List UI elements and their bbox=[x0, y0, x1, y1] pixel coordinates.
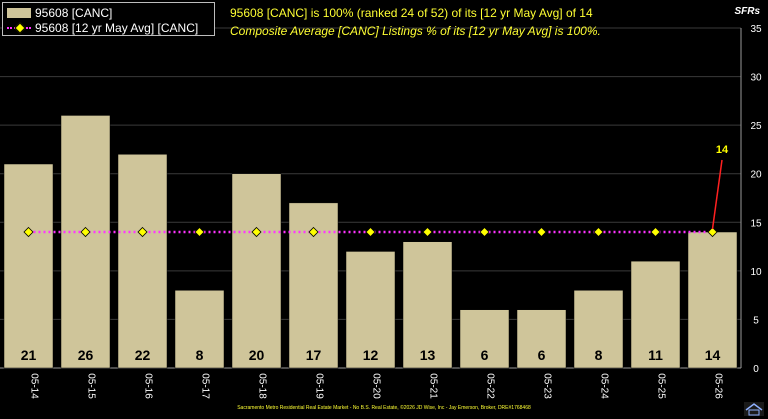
y-tick-label: 10 bbox=[750, 267, 762, 278]
bar-value-label: 17 bbox=[306, 347, 322, 363]
x-tick-label: 05-16 bbox=[143, 373, 154, 399]
legend-bar-swatch bbox=[7, 7, 31, 18]
bar-value-label: 11 bbox=[648, 347, 663, 363]
bar-value-label: 12 bbox=[363, 347, 379, 363]
x-tick-label: 05-24 bbox=[599, 373, 610, 399]
average-line bbox=[23, 226, 718, 238]
y-tick-labels: 0 5 10 15 20 25 30 35 bbox=[750, 24, 762, 375]
bar bbox=[516, 309, 567, 369]
average-marker bbox=[251, 226, 262, 238]
bar-value-label: 21 bbox=[21, 347, 37, 363]
average-marker bbox=[194, 226, 205, 238]
bar-value-label: 6 bbox=[538, 347, 546, 363]
callout-value: 14 bbox=[716, 144, 729, 156]
legend-line-label: 95608 [12 yr May Avg] [CANC] bbox=[35, 20, 199, 35]
x-tick-label: 05-22 bbox=[485, 373, 496, 399]
bar bbox=[117, 154, 168, 369]
x-tick-label: 05-25 bbox=[656, 373, 667, 399]
bars bbox=[3, 115, 738, 369]
house-logo-icon bbox=[744, 402, 764, 416]
x-tick-labels: 05-14 05-15 05-16 05-17 05-18 05-19 05-20 05-21… bbox=[29, 373, 724, 399]
bar bbox=[687, 231, 738, 369]
unit-label: SFRs bbox=[734, 6, 760, 17]
x-tick-label: 05-15 bbox=[86, 373, 97, 399]
callout-pointer bbox=[711, 159, 723, 230]
bar-value-label: 8 bbox=[595, 347, 603, 363]
latest-callout: 14 bbox=[711, 144, 729, 230]
headline-summary: 95608 [CANC] is 100% (ranked 24 of 52) o… bbox=[230, 6, 593, 20]
legend-item-bar[interactable]: 95608 [CANC] bbox=[7, 5, 112, 20]
bar bbox=[3, 163, 54, 369]
bar-value-label: 20 bbox=[249, 347, 265, 363]
average-marker bbox=[308, 226, 319, 238]
y-tick-label: 35 bbox=[750, 24, 762, 35]
y-tick-label: 5 bbox=[753, 315, 759, 326]
average-marker bbox=[707, 226, 718, 238]
average-marker bbox=[593, 226, 604, 238]
y-tick-label: 25 bbox=[750, 121, 762, 132]
x-tick-label: 05-18 bbox=[257, 373, 268, 399]
y-tick-label: 15 bbox=[750, 218, 762, 229]
x-tick-label: 05-20 bbox=[371, 373, 382, 399]
x-tick-label: 05-19 bbox=[314, 373, 325, 399]
average-marker bbox=[137, 226, 148, 238]
bar bbox=[174, 290, 225, 369]
bar-value-label: 14 bbox=[705, 347, 721, 363]
y-tick-label: 0 bbox=[753, 364, 759, 375]
average-marker bbox=[650, 226, 661, 238]
x-tick-label: 05-26 bbox=[713, 373, 724, 399]
bar bbox=[459, 309, 510, 369]
bar bbox=[60, 115, 111, 369]
bar-value-label: 8 bbox=[196, 347, 204, 363]
y-tick-label: 20 bbox=[750, 170, 762, 181]
x-tick-label: 05-14 bbox=[29, 373, 40, 399]
legend-item-average[interactable]: 95608 [12 yr May Avg] [CANC] bbox=[7, 20, 198, 35]
y-tick-label: 30 bbox=[750, 73, 762, 84]
bar-value-label: 13 bbox=[420, 347, 436, 363]
average-marker bbox=[80, 226, 91, 238]
x-tick-label: 05-23 bbox=[542, 373, 553, 399]
x-tick-label: 05-17 bbox=[200, 373, 211, 399]
footer-credit: Sacramento Metro Residential Real Estate… bbox=[237, 405, 531, 411]
legend: 95608 [CANC] 95608 [12 yr May Avg] [CANC… bbox=[2, 2, 215, 36]
average-marker bbox=[365, 226, 376, 238]
legend-bar-label: 95608 [CANC] bbox=[35, 5, 113, 20]
bar-value-label: 6 bbox=[481, 347, 489, 363]
average-marker bbox=[536, 226, 547, 238]
bar bbox=[573, 290, 624, 369]
bar bbox=[345, 251, 396, 369]
bar bbox=[402, 241, 453, 369]
average-marker bbox=[422, 226, 433, 238]
x-tick-label: 05-21 bbox=[428, 373, 439, 399]
headline-composite: Composite Average [CANC] Listings % of i… bbox=[230, 24, 601, 38]
legend-line-swatch bbox=[7, 23, 31, 33]
bar-value-label: 22 bbox=[135, 347, 151, 363]
average-marker bbox=[23, 226, 34, 238]
average-marker bbox=[479, 226, 490, 238]
bar-value-label: 26 bbox=[78, 347, 94, 363]
bar bbox=[630, 260, 681, 369]
bar-value-labels: 21 26 22 8 20 17 12 13 6 6 8 11 14 bbox=[21, 347, 721, 363]
bar bbox=[231, 173, 282, 369]
